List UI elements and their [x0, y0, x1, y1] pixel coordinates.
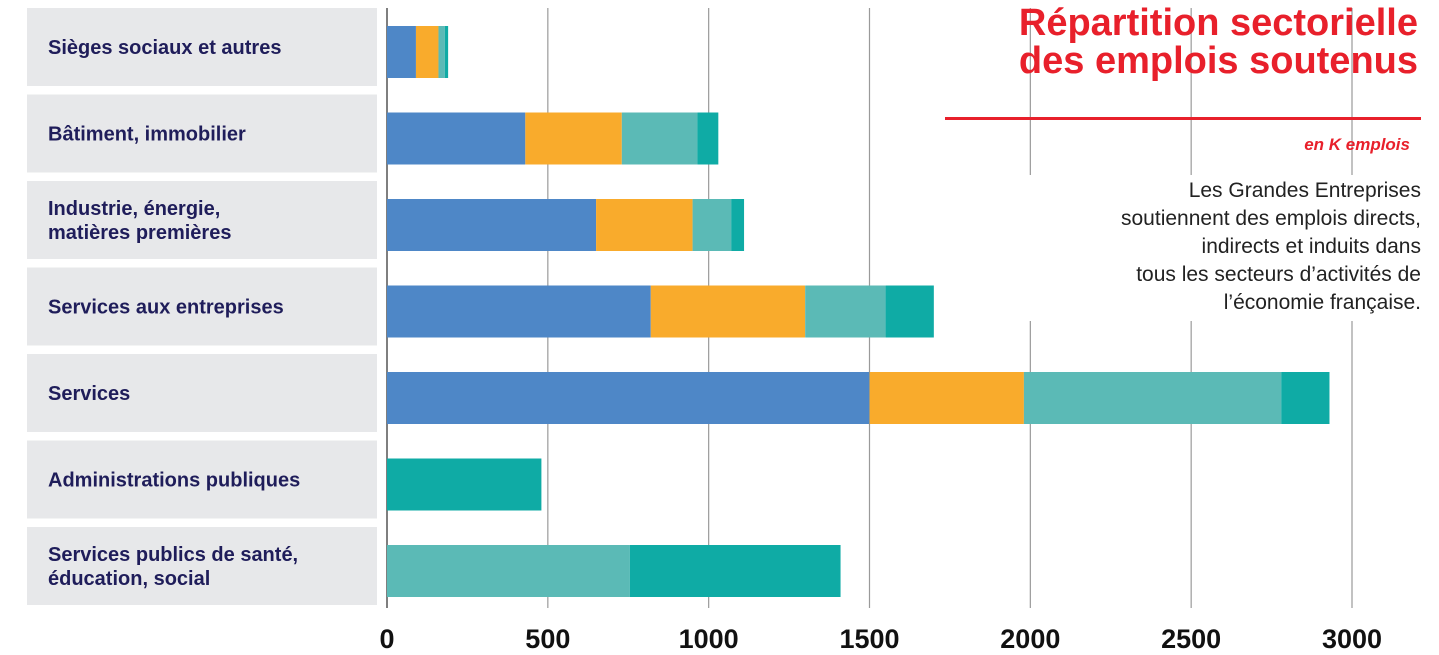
bar-segment-series-1 [387, 372, 870, 424]
bars [387, 26, 1330, 597]
annotation-line: l’économie française. [1223, 291, 1421, 314]
annotation-text: Les Grandes Entreprises soutiennent des … [981, 175, 1423, 321]
category-label-box [27, 8, 377, 86]
bar-segment-series-4 [731, 199, 745, 251]
x-tick-label: 2500 [1161, 624, 1221, 654]
category-label-box [27, 354, 377, 432]
category-label-box [27, 181, 377, 259]
category-label: Industrie, énergie, [48, 198, 220, 220]
category-label-boxes: Sièges sociaux et autres Bâtiment, immobi… [27, 8, 377, 605]
bar-segment-series-2 [415, 26, 439, 78]
bar-segment-series-1 [387, 26, 416, 78]
bar-segment-series-4 [885, 285, 934, 338]
bar-segment-series-1 [387, 199, 597, 251]
category-label: matières premières [48, 222, 231, 244]
category-label: Sièges sociaux et autres [48, 37, 281, 59]
bar-segment-series-2 [525, 112, 622, 165]
bar-segment-series-3 [692, 199, 732, 251]
bar-segment-series-1 [387, 112, 526, 165]
title-line-2: des emplois soutenus [1018, 40, 1418, 82]
x-tick-labels: 0 500 1000 1500 2000 2500 3000 [379, 624, 1382, 654]
category-label: Services [48, 383, 130, 405]
title-underline [945, 117, 1421, 120]
category-label: Services aux entreprises [48, 297, 284, 319]
bar-segment-series-4 [444, 26, 449, 78]
bar-segment-series-4 [697, 112, 719, 165]
x-tick-label: 1500 [839, 624, 899, 654]
bar-segment-series-3 [805, 285, 886, 338]
chart-title: Répartition sectorielle des emplois sout… [898, 4, 1418, 80]
x-tick-label: 0 [379, 624, 394, 654]
category-label-box [27, 94, 377, 173]
annotation-line: soutiennent des emplois directs, [1121, 207, 1421, 230]
title-line-1: Répartition sectorielle [1018, 2, 1418, 44]
category-label-box [27, 440, 377, 519]
annotation-line: Les Grandes Entreprises [1188, 179, 1421, 202]
annotation-line: tous les secteurs d’activités de [1136, 263, 1421, 286]
bar-segment-series-2 [596, 199, 693, 251]
bar-segment-series-3 [1023, 372, 1282, 424]
bar-segment-series-4 [1281, 372, 1330, 424]
category-label: Services publics de santé, [48, 544, 298, 566]
category-label-box [27, 267, 377, 346]
bar-segment-series-4 [387, 458, 542, 511]
category-label: éducation, social [48, 568, 210, 590]
x-tick-label: 1000 [679, 624, 739, 654]
bar-segment-series-2 [650, 285, 806, 338]
category-label: Bâtiment, immobilier [48, 124, 246, 146]
x-tick-label: 2000 [1000, 624, 1060, 654]
bar-segment-series-3 [387, 545, 630, 597]
category-label: Administrations publiques [48, 470, 300, 492]
x-tick-label: 500 [525, 624, 570, 654]
category-label-box [27, 527, 377, 605]
bar-segment-series-3 [438, 26, 445, 78]
bar-segment-series-4 [629, 545, 841, 597]
bar-segment-series-1 [387, 285, 651, 338]
unit-label: en K emplois [1304, 135, 1410, 154]
x-tick-label: 3000 [1322, 624, 1382, 654]
bar-segment-series-3 [621, 112, 698, 165]
annotation-line: indirects et induits dans [1201, 235, 1421, 258]
bar-segment-series-2 [869, 372, 1024, 424]
